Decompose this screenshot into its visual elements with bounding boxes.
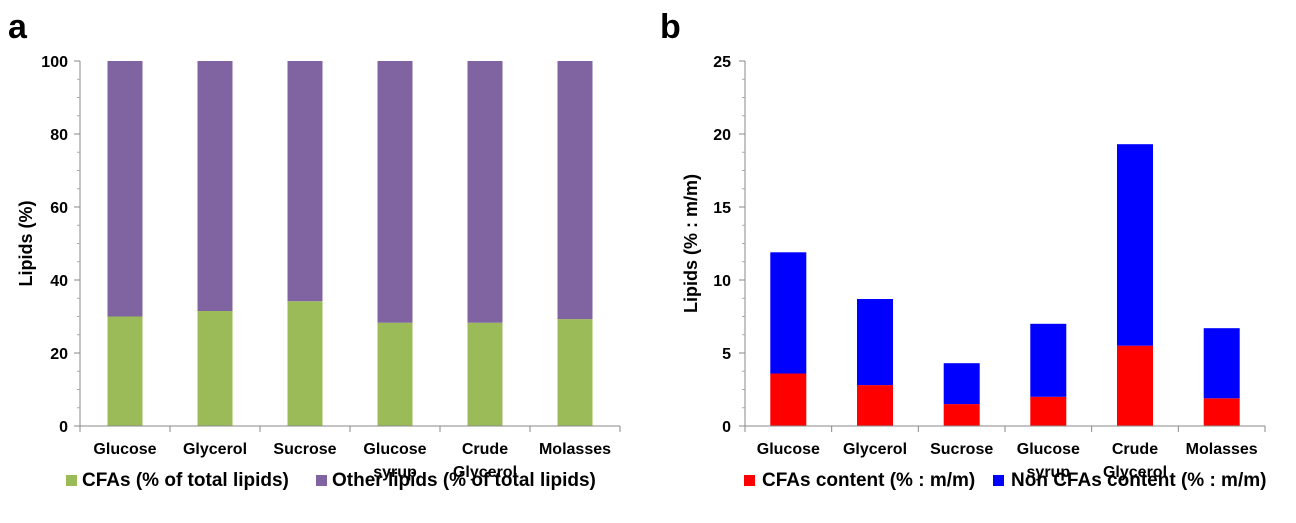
bar-lower-0 [107, 316, 143, 426]
bar-upper-0 [107, 61, 143, 317]
y-tick-label: 100 [41, 54, 68, 71]
y-tick-label: 40 [50, 273, 68, 290]
y-tick-label: 5 [722, 346, 731, 363]
chart-panel-a: a 0 20 40 60 80 100 Glucose Glycerol Sucrose Gluco… [8, 8, 621, 491]
y-tick-label: 80 [50, 127, 68, 144]
x-category-label: Molasses [1186, 441, 1258, 458]
bar-lower-0 [770, 373, 807, 426]
legend-label: CFAs (% of total lipids) [82, 470, 289, 491]
x-category-line: syrup [1027, 464, 1071, 481]
bar-lower-3 [377, 322, 413, 426]
bar-lower-4 [467, 322, 503, 426]
bar-upper-4 [467, 61, 503, 323]
y-tick-label: 10 [713, 273, 731, 290]
bar-upper-1 [857, 299, 893, 386]
bar-lower-1 [857, 385, 893, 426]
bar-lower-1 [197, 311, 233, 426]
x-category-line: Glucose [1017, 441, 1080, 458]
bar-lower-5 [1203, 398, 1240, 426]
bar-lower-2 [287, 301, 323, 426]
x-category-line: Glucose [93, 441, 156, 458]
x-category-label: Glucose [757, 441, 820, 458]
panel-letter: a [8, 8, 28, 46]
x-category-label: Glucose syrup [363, 441, 426, 481]
bar-lower-4 [1117, 345, 1153, 426]
x-category-line: Molasses [1186, 441, 1258, 458]
y-tick-label: 20 [50, 346, 68, 363]
y-tick-label: 20 [713, 127, 731, 144]
x-category-label: Molasses [539, 441, 611, 458]
x-category-line: Crude [462, 441, 508, 458]
bar-upper-2 [943, 363, 980, 405]
x-category-label: Crude Glycerol [453, 441, 517, 481]
x-category-line: Molasses [539, 441, 611, 458]
x-category-label: Sucrose [930, 441, 993, 458]
x-category-line: Glucose [757, 441, 820, 458]
panel-letter: b [660, 8, 681, 46]
y-tick-label: 25 [713, 54, 731, 71]
bar-upper-1 [197, 61, 233, 311]
bar-upper-4 [1117, 144, 1153, 346]
y-tick-label: 15 [713, 200, 731, 217]
y-axis-title: Lipids (%) [16, 201, 36, 287]
bar-upper-5 [557, 61, 593, 320]
x-category-label: Glycerol [843, 441, 907, 458]
x-category-line: Crude [1112, 441, 1158, 458]
legend-swatch [316, 475, 327, 486]
legend-label: Non CFAs content (% : m/m) [1011, 470, 1266, 491]
legend-swatch [744, 475, 755, 486]
legend-label: CFAs content (% : m/m) [762, 470, 975, 491]
x-category-line: syrup [373, 464, 417, 481]
x-category-label: Glucose [93, 441, 156, 458]
chart-panel-b: b 0 5 10 15 20 25 Glucose Glycerol Sucrose Glucose… [660, 8, 1266, 491]
y-tick-label: 60 [50, 200, 68, 217]
x-category-line: Sucrose [273, 441, 336, 458]
y-tick-label: 0 [59, 419, 68, 436]
legend-swatch [66, 475, 77, 486]
bar-upper-3 [377, 61, 413, 323]
y-axis-title: Lipids (% : m/m) [681, 174, 701, 313]
bar-upper-2 [287, 61, 323, 302]
y-tick-label: 0 [722, 419, 731, 436]
x-category-line: Sucrose [930, 441, 993, 458]
legend-swatch [993, 475, 1004, 486]
bar-upper-5 [1203, 328, 1240, 399]
bar-upper-3 [1030, 323, 1067, 397]
x-category-label: Glucose syrup [1017, 441, 1080, 481]
x-category-line: Glycerol [1103, 464, 1167, 481]
x-category-label: Sucrose [273, 441, 336, 458]
bar-lower-5 [557, 319, 593, 426]
bar-lower-3 [1030, 396, 1067, 426]
bar-upper-0 [770, 252, 807, 374]
x-category-line: Glycerol [183, 441, 247, 458]
bar-lower-2 [943, 404, 980, 426]
x-category-label: Glycerol [183, 441, 247, 458]
x-category-line: Glycerol [843, 441, 907, 458]
x-category-line: Glucose [363, 441, 426, 458]
legend-label: Other lipids (% of total lipids) [332, 470, 596, 491]
x-category-label: Crude Glycerol [1103, 441, 1167, 481]
x-category-line: Glycerol [453, 464, 517, 481]
